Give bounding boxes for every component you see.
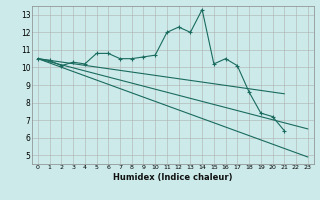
X-axis label: Humidex (Indice chaleur): Humidex (Indice chaleur) bbox=[113, 173, 233, 182]
